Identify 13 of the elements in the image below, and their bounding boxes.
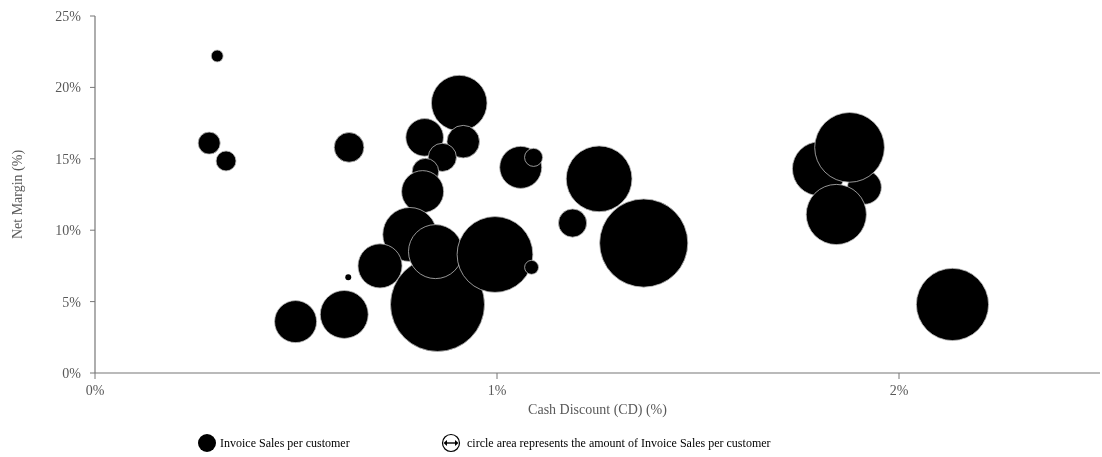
text: circle area represents the amount of Invoice Sales per customer: [467, 436, 771, 451]
y-tick-label: 15%: [55, 151, 82, 167]
legend-label: Invoice Sales per customer: [220, 436, 350, 451]
y-axis-title: Net Margin (%): [10, 149, 26, 240]
x-tick-label: 0%: [85, 383, 105, 398]
y-tick-label: 5%: [62, 294, 82, 310]
y-tick-label: 0%: [62, 365, 82, 381]
y-tick-label: 20%: [55, 80, 82, 96]
y-tick-label: 10%: [55, 223, 82, 239]
x-axis-title: Cash Discount (CD) (%): [528, 402, 668, 418]
y-tick-label: 25%: [55, 8, 82, 24]
x-tick-label: 2%: [889, 383, 909, 398]
x-tick-label: 1%: [487, 383, 507, 398]
